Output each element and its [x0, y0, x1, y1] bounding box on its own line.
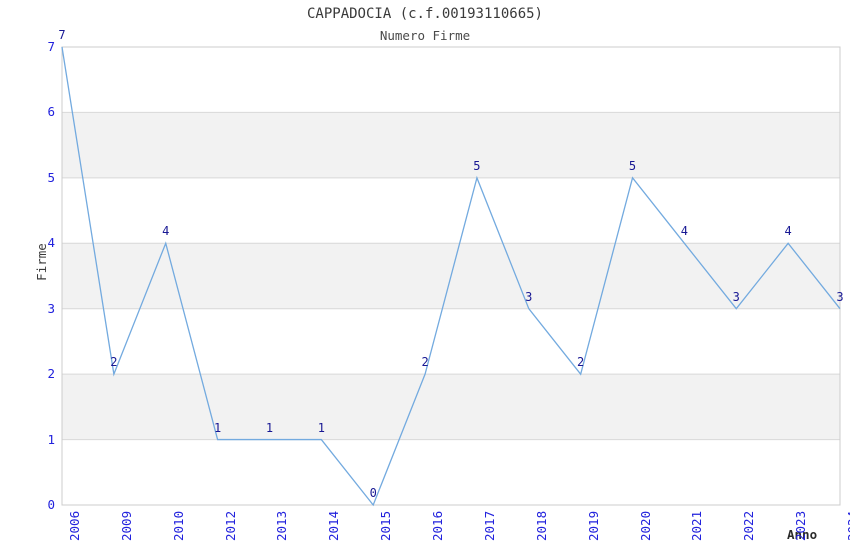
grid-bands [62, 112, 840, 440]
data-point-label: 2 [110, 355, 118, 370]
x-tick-label: 2012 [222, 510, 238, 541]
x-tick-label: 2023 [793, 510, 809, 541]
x-tick-label: 2021 [689, 510, 705, 541]
data-point-label: 5 [628, 158, 637, 173]
y-tick-label: 0 [47, 497, 55, 512]
x-tick-label: 2019 [585, 510, 601, 541]
x-tick-label: 2020 [637, 510, 653, 541]
x-tick-label: 2024 [845, 510, 850, 541]
data-point-label: 4 [784, 224, 792, 239]
x-tick-label: 2009 [118, 510, 134, 541]
x-tick-label: 2015 [378, 510, 394, 541]
chart-title: CAPPADOCIA (c.f.00193110665) [306, 6, 543, 22]
x-tick-label: 2010 [170, 510, 186, 541]
x-tick-label: 2022 [741, 510, 757, 541]
data-point-label: 4 [162, 224, 170, 239]
y-tick-label: 5 [47, 169, 55, 185]
grid-band [62, 374, 840, 440]
x-axis-label: Anno [787, 527, 818, 542]
y-tick-label: 4 [47, 235, 55, 251]
data-point-label: 1 [265, 420, 274, 435]
chart-subtitle: Numero Firme [379, 28, 471, 43]
y-tick-label: 2 [47, 366, 55, 382]
x-tick-label: 2014 [326, 510, 342, 541]
y-tick-label: 7 [47, 39, 55, 54]
x-tick-label: 2018 [533, 510, 549, 541]
y-tick-label: 6 [47, 104, 55, 120]
data-point-label: 3 [732, 289, 740, 304]
plot-border [61, 46, 841, 506]
y-tick-label: 3 [47, 300, 55, 316]
data-point-label: 5 [473, 158, 481, 173]
data-point-label: 1 [317, 420, 325, 435]
data-point-label: 2 [421, 355, 429, 370]
data-point-label: 7 [58, 28, 66, 42]
data-point-label: 0 [369, 486, 377, 500]
x-tick-label: 2013 [274, 510, 290, 541]
data-point-label: 2 [577, 355, 585, 370]
x-tick-label: 2016 [430, 510, 446, 541]
data-point-label: 3 [836, 289, 844, 304]
y-tick-label: 1 [47, 431, 55, 447]
grid-band [62, 112, 840, 178]
x-tick-label: 2006 [67, 510, 82, 541]
data-point-label: 1 [213, 420, 222, 435]
data-line-numero-firme [61, 46, 841, 507]
x-tick-label: 2017 [481, 510, 497, 541]
data-point-label: 3 [525, 289, 533, 304]
data-point-label: 4 [680, 224, 688, 239]
